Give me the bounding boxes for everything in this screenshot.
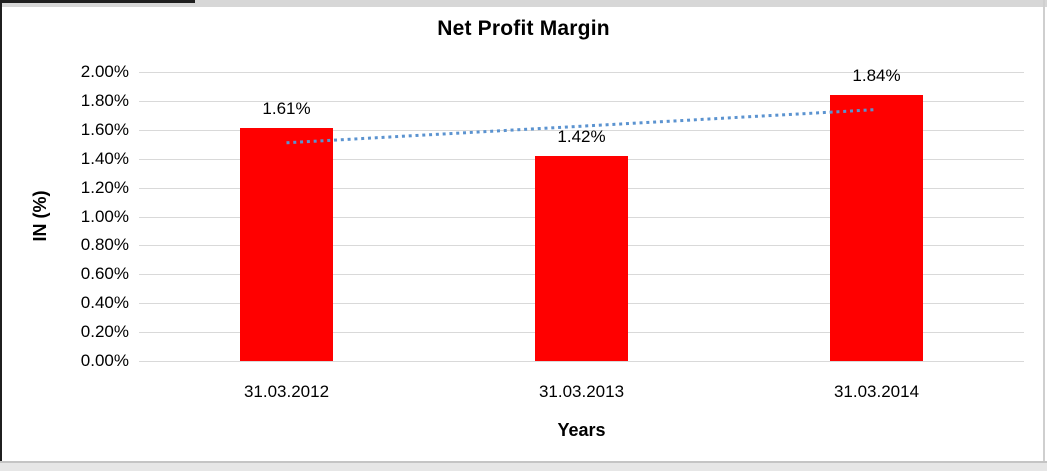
bar-data-label: 1.84% xyxy=(852,66,901,86)
bar-31.03.2012 xyxy=(240,128,333,361)
top-border-dark-segment xyxy=(0,0,195,3)
y-axis-tick-label: 1.40% xyxy=(80,149,129,168)
top-border xyxy=(0,0,1047,7)
gridline xyxy=(139,130,1024,131)
bar-31.03.2014 xyxy=(830,95,923,361)
left-border xyxy=(0,0,2,463)
y-axis-tick-label: 0.00% xyxy=(80,351,129,370)
y-axis-tick-label: 1.00% xyxy=(80,207,129,226)
plot-area: 0.00% 0.20% 0.40% 0.60% 0.80% 1.00% 1.20% 1.40%… xyxy=(81,62,1024,401)
gridline xyxy=(139,72,1024,73)
bar-31.03.2013 xyxy=(535,155,628,361)
bottom-border xyxy=(0,461,1047,471)
y-axis-tick-label: 0.20% xyxy=(80,322,129,341)
y-axis-tick-label: 1.60% xyxy=(80,120,129,139)
trendline xyxy=(286,108,877,145)
y-axis-tick-label: 1.80% xyxy=(80,91,129,110)
y-axis-tick-label: 0.60% xyxy=(80,264,129,283)
bar-data-label: 1.42% xyxy=(557,126,606,146)
x-category-label: 31.03.2014 xyxy=(833,382,920,401)
x-category-label: 31.03.2013 xyxy=(538,382,625,401)
y-axis-tick-label: 2.00% xyxy=(80,62,129,81)
x-axis-title: Years xyxy=(557,420,606,440)
gridline xyxy=(139,101,1024,102)
x-category-label: 31.03.2012 xyxy=(243,382,330,401)
right-border xyxy=(1043,0,1045,463)
chart-title: Net Profit Margin xyxy=(437,17,610,40)
bar-data-label: 1.61% xyxy=(262,99,311,119)
y-axis-tick-label: 0.40% xyxy=(80,293,129,312)
y-axis-tick-label: 1.20% xyxy=(80,178,129,197)
gridline xyxy=(139,361,1024,362)
y-axis-tick-label: 0.80% xyxy=(80,235,129,254)
